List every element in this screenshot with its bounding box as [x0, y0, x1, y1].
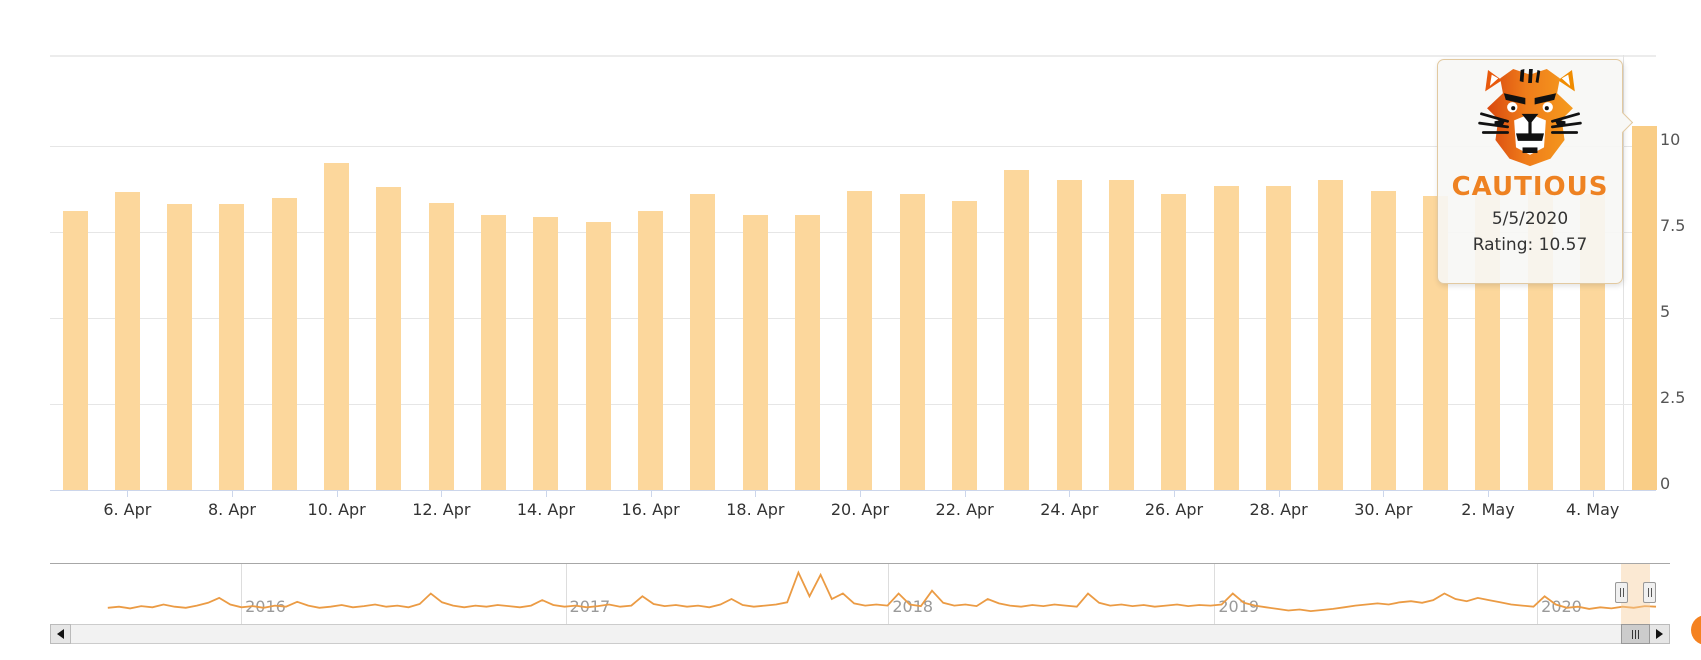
scrollbar-left-button[interactable] — [50, 624, 71, 644]
scrollbar-track[interactable] — [50, 624, 1670, 644]
bar[interactable] — [952, 201, 978, 490]
navigator-year-label: 2019 — [1218, 597, 1260, 616]
bar[interactable] — [1161, 194, 1187, 490]
navigator-handle-right[interactable] — [1643, 582, 1656, 603]
navigator-year-gridline — [565, 564, 567, 624]
x-tick-label: 16. Apr — [621, 500, 680, 519]
bar[interactable] — [219, 204, 245, 490]
x-tick — [1383, 491, 1385, 497]
y-axis-line — [1623, 55, 1624, 490]
tooltip-rating: Rating: 10.57 — [1472, 235, 1588, 255]
navigator-series — [107, 570, 1657, 613]
navigator-year-gridline — [888, 564, 890, 624]
bar[interactable] — [847, 190, 873, 490]
floating-action-button[interactable] — [1691, 615, 1701, 645]
y-tick-label: 0 — [1660, 474, 1671, 493]
x-tick — [231, 491, 233, 497]
x-axis-line — [50, 490, 1656, 491]
x-tick — [127, 491, 129, 497]
scrollbar-right-button[interactable] — [1649, 624, 1670, 644]
y-tick-label: 10 — [1660, 130, 1681, 149]
x-tick-label: 8. Apr — [207, 500, 256, 519]
navigator-year-label: 2018 — [892, 597, 934, 616]
bar[interactable] — [1318, 180, 1344, 490]
bar[interactable] — [1109, 180, 1135, 490]
x-tick — [1278, 491, 1280, 497]
bar[interactable] — [690, 194, 716, 490]
y-tick-label: 5 — [1660, 302, 1671, 321]
tiger-icon — [1478, 69, 1582, 167]
navigator-line — [107, 570, 1657, 613]
x-tick — [1069, 491, 1071, 497]
bar[interactable] — [481, 214, 507, 490]
scrollbar-thumb[interactable] — [1621, 624, 1650, 644]
bar[interactable] — [1266, 185, 1292, 490]
x-tick-label: 4. May — [1565, 500, 1620, 519]
bar[interactable] — [114, 192, 140, 490]
x-tick-label: 10. Apr — [307, 500, 366, 519]
x-tick-label: 22. Apr — [935, 500, 994, 519]
y-tick-label: 7.5 — [1660, 216, 1686, 235]
navigator-year-gridline — [1214, 564, 1216, 624]
plot-top-border — [50, 55, 1656, 57]
navigator-year-gridline — [1537, 564, 1539, 624]
bar[interactable] — [167, 204, 193, 490]
bar[interactable] — [62, 211, 88, 490]
tooltip: CAUTIOUS 5/5/2020 Rating: 10.57 — [1437, 59, 1634, 284]
bar[interactable] — [428, 202, 454, 490]
arrow-right-icon — [1656, 629, 1663, 639]
x-tick — [1487, 491, 1489, 497]
bar[interactable] — [742, 214, 768, 490]
bar[interactable] — [1213, 185, 1239, 490]
bar[interactable] — [638, 211, 664, 490]
bar[interactable] — [1004, 170, 1030, 490]
x-tick-label: 30. Apr — [1354, 500, 1413, 519]
navigator-handle-left[interactable] — [1615, 582, 1628, 603]
bar[interactable] — [376, 187, 402, 490]
x-tick — [650, 491, 652, 497]
gridline — [50, 146, 1656, 147]
y-tick-label: 2.5 — [1660, 388, 1686, 407]
x-tick — [964, 491, 966, 497]
x-tick-label: 12. Apr — [412, 500, 471, 519]
navigator-top-border — [50, 563, 1670, 564]
tooltip-date: 5/5/2020 — [1491, 209, 1569, 229]
bar[interactable] — [585, 221, 611, 490]
x-tick-label: 2. May — [1461, 500, 1515, 519]
bar[interactable] — [1056, 180, 1082, 490]
x-tick — [336, 491, 338, 497]
arrow-left-icon — [57, 629, 64, 639]
x-tick — [441, 491, 443, 497]
bar[interactable] — [795, 214, 821, 490]
bar[interactable] — [533, 216, 559, 490]
x-tick — [545, 491, 547, 497]
navigator-year-gridline — [241, 564, 243, 624]
x-tick-label: 18. Apr — [726, 500, 785, 519]
x-tick — [1173, 491, 1175, 497]
bar[interactable] — [271, 197, 297, 490]
bar[interactable] — [1632, 126, 1658, 490]
bar[interactable] — [324, 163, 350, 490]
navigator-year-label: 2016 — [245, 597, 286, 616]
x-tick-label: 28. Apr — [1249, 500, 1308, 519]
x-tick — [755, 491, 757, 497]
x-tick-label: 20. Apr — [830, 500, 890, 519]
x-tick-label: 26. Apr — [1144, 500, 1204, 519]
x-tick — [1592, 491, 1594, 497]
x-tick — [859, 491, 861, 497]
bar[interactable] — [899, 194, 925, 490]
sentiment-label: CAUTIOUS — [1451, 172, 1609, 202]
x-tick-label: 6. Apr — [103, 500, 152, 519]
x-tick-label: 14. Apr — [516, 500, 576, 519]
bar[interactable] — [1370, 190, 1396, 490]
x-tick-label: 24. Apr — [1040, 500, 1099, 519]
